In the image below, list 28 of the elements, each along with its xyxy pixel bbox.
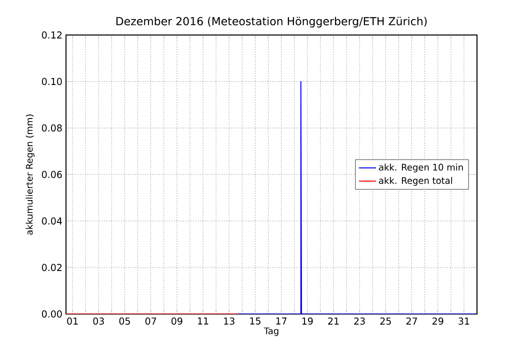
x-tick-label: 31 (458, 318, 470, 325)
x-tick-label: 15 (250, 318, 260, 325)
x-tick-label: 11 (198, 318, 208, 324)
x-tick-label: 03 (93, 318, 104, 325)
x-tick-label: 13 (224, 318, 234, 325)
y-tick-label: 0.08 (42, 124, 62, 132)
chart-title: Dezember 2016 (Meteostation Hönggerberg/ETH Zürich) (116, 16, 427, 28)
x-axis-title: Tag (264, 328, 278, 336)
x-tick-label: 25 (380, 318, 391, 325)
x-tick-label: 23 (354, 318, 365, 325)
y-tick-label: 0.12 (42, 31, 62, 39)
x-tick-label: 17 (276, 318, 287, 324)
x-tick-label: 19 (302, 318, 313, 325)
x-tick-label: 01 (67, 318, 78, 325)
y-axis-title: akkumulierter Regen (mm) (26, 114, 34, 235)
x-tick-label: 09 (171, 318, 182, 325)
x-tick-label: 21 (328, 318, 339, 325)
x-tick-label: 05 (119, 318, 130, 325)
legend-label: akk. Regen total (379, 176, 452, 186)
x-tick-label: 07 (145, 318, 156, 325)
legend-label: akk. Regen 10 min (379, 164, 463, 172)
y-tick-label: 0.10 (42, 78, 62, 86)
x-tick-label: 27 (406, 318, 417, 325)
y-tick-label: 0.06 (42, 170, 62, 178)
y-tick-label: 0.00 (42, 310, 62, 318)
y-tick-label: 0.02 (42, 264, 62, 272)
x-tick-label: 29 (432, 318, 444, 325)
y-tick-label: 0.04 (42, 217, 62, 225)
